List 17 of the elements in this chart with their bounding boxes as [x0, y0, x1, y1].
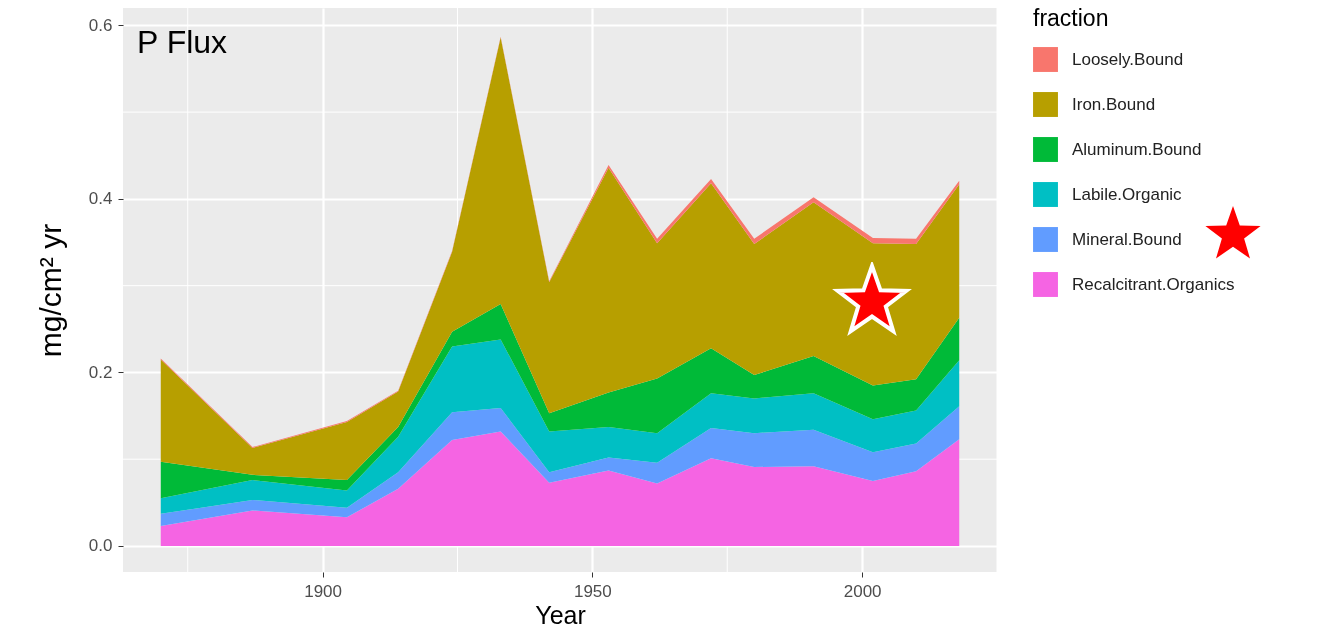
x-tick-label: 2000 [843, 581, 882, 601]
y-tick-label: 0.0 [88, 536, 113, 556]
legend-label: Aluminum.Bound [1072, 139, 1202, 159]
legend-label: Mineral.Bound [1072, 229, 1182, 249]
legend-title: fraction [1033, 5, 1109, 31]
y-axis-title: mg/cm² yr [33, 223, 67, 358]
y-tick-label: 0.6 [88, 15, 113, 35]
text: P Flux [137, 23, 228, 60]
x-tick-label: 1900 [304, 581, 343, 601]
x-tick-label: 1950 [573, 581, 612, 601]
legend-label: Loosely.Bound [1072, 49, 1184, 69]
legend-label: Labile.Organic [1072, 184, 1183, 204]
legend-label: Recalcitrant.Organics [1072, 274, 1235, 294]
x-axis-title: Year [535, 600, 586, 629]
legend-label: Iron.Bound [1072, 94, 1156, 114]
y-tick-label: 0.2 [88, 362, 113, 382]
y-tick-label: 0.4 [88, 189, 113, 209]
